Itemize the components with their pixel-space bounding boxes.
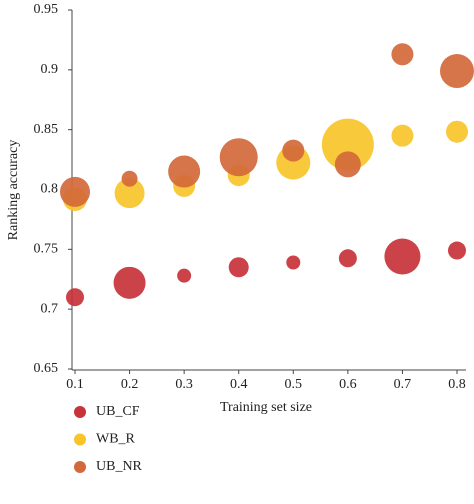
bubble	[114, 178, 145, 209]
bubble	[282, 139, 305, 162]
bubble	[448, 241, 466, 260]
x-tick-label: 0.3	[175, 377, 193, 392]
bubble	[440, 54, 474, 89]
legend-marker	[74, 461, 86, 473]
y-tick-label: 0.65	[34, 361, 59, 376]
x-tick-label: 0.1	[66, 377, 84, 392]
bubble	[228, 257, 249, 278]
bubble	[334, 151, 361, 178]
legend-marker	[74, 406, 86, 418]
y-tick-label: 0.9	[41, 62, 59, 77]
bubble	[384, 238, 421, 275]
bubble	[338, 249, 357, 268]
legend-label: UB_NR	[96, 459, 143, 474]
bubble	[321, 118, 374, 171]
bubble	[286, 255, 301, 270]
legend-label: WB_R	[96, 432, 136, 447]
bubble	[113, 266, 146, 299]
y-tick-label: 0.75	[34, 242, 59, 257]
bubble	[446, 120, 468, 143]
x-tick-label: 0.2	[121, 377, 139, 392]
y-axis-title: Ranking accuracy	[6, 140, 21, 241]
x-axis-title: Training set size	[220, 400, 312, 415]
y-tick-label: 0.8	[41, 182, 59, 197]
x-tick-label: 0.8	[448, 377, 466, 392]
bubble	[60, 176, 90, 207]
bubble	[66, 288, 84, 307]
legend-label: UB_CF	[96, 404, 140, 419]
x-tick-label: 0.4	[230, 377, 248, 392]
bubble	[391, 43, 414, 66]
bubble	[219, 138, 258, 177]
x-tick-label: 0.5	[285, 377, 303, 392]
bubble	[391, 124, 414, 147]
legend-marker	[74, 433, 86, 446]
bubble	[168, 155, 201, 188]
x-tick-label: 0.6	[339, 377, 357, 392]
y-tick-label: 0.7	[41, 301, 59, 316]
y-tick-label: 0.85	[34, 122, 59, 137]
y-tick-label: 0.95	[34, 2, 59, 17]
x-tick-label: 0.7	[394, 377, 412, 392]
bubble	[177, 268, 192, 283]
bubble	[121, 170, 138, 187]
